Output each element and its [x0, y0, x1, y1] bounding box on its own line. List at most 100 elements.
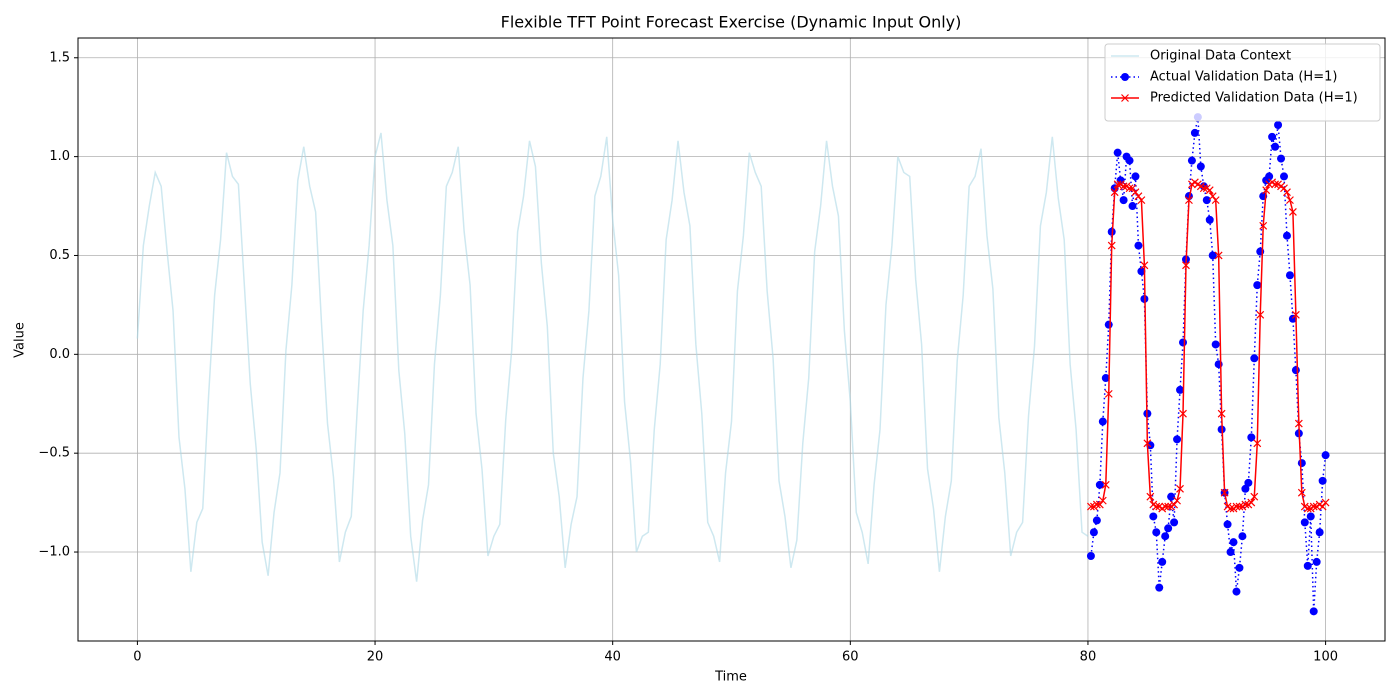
- y-axis-label: Value: [13, 322, 28, 358]
- data-point: [1217, 409, 1226, 418]
- data-point: [1205, 186, 1214, 195]
- data-point: [1190, 128, 1199, 137]
- data-point: [1262, 186, 1271, 195]
- data-point: [1235, 563, 1244, 572]
- data-point: [1149, 512, 1158, 521]
- data-point: [1318, 502, 1327, 511]
- data-point: [1226, 548, 1235, 557]
- data-point: [1125, 156, 1134, 165]
- data-point: [1303, 504, 1312, 513]
- data-point: [1173, 435, 1182, 444]
- data-point: [1187, 156, 1196, 165]
- data-point: [1241, 484, 1250, 493]
- legend-label: Actual Validation Data (H=1): [1150, 70, 1337, 85]
- data-point: [1253, 281, 1262, 290]
- legend-box: [1104, 43, 1381, 122]
- data-point: [1271, 142, 1280, 151]
- data-point: [1185, 196, 1193, 205]
- data-point: [1238, 532, 1247, 541]
- data-point: [1125, 184, 1134, 193]
- y-tick-label: 1.5: [49, 50, 70, 65]
- data-point: [1173, 496, 1181, 505]
- x-tick-label: 100: [1313, 650, 1338, 665]
- data-point: [1152, 502, 1161, 511]
- data-point: [1098, 417, 1107, 426]
- data-point: [1259, 221, 1268, 230]
- data-point: [1297, 459, 1306, 468]
- data-point: [1250, 492, 1259, 501]
- series-line: [1090, 181, 1327, 510]
- data-point: [1211, 196, 1220, 205]
- data-point: [1119, 196, 1128, 205]
- data-point: [1321, 451, 1330, 460]
- data-point: [1271, 180, 1280, 189]
- data-point: [1202, 196, 1211, 205]
- data-point: [1182, 261, 1190, 270]
- data-point: [1280, 172, 1289, 181]
- data-point: [1226, 504, 1235, 513]
- data-point: [1256, 310, 1265, 319]
- data-point: [1164, 502, 1173, 511]
- x-tick-label: 80: [1080, 650, 1097, 665]
- series-line: [136, 132, 1089, 582]
- data-point: [1223, 520, 1232, 529]
- data-point: [1104, 320, 1113, 329]
- data-point: [1250, 354, 1259, 363]
- data-point: [1158, 557, 1167, 566]
- data-point: [1113, 180, 1122, 189]
- data-point: [1208, 251, 1217, 260]
- data-point: [1119, 182, 1128, 191]
- data-point: [1318, 476, 1327, 485]
- data-point: [1265, 172, 1274, 181]
- data-point: [1282, 231, 1291, 240]
- data-point: [1232, 502, 1241, 511]
- data-point: [1095, 500, 1104, 509]
- data-point: [1098, 496, 1107, 505]
- x-tick-label: 40: [604, 650, 621, 665]
- data-point: [1095, 480, 1104, 489]
- data-point: [1268, 132, 1277, 141]
- data-point: [1137, 267, 1146, 276]
- data-point: [1309, 607, 1318, 616]
- data-point: [1312, 557, 1321, 566]
- data-point: [1280, 184, 1288, 193]
- data-point: [1131, 172, 1140, 181]
- data-point: [1277, 154, 1286, 163]
- data-point: [1300, 518, 1309, 527]
- x-tick-label: 0: [133, 650, 141, 665]
- data-point: [1309, 502, 1318, 511]
- data-point: [1288, 314, 1297, 323]
- legend-label: Original Data Context: [1150, 49, 1291, 64]
- data-point: [1247, 498, 1256, 507]
- data-point: [1283, 188, 1291, 197]
- y-tick-label: 0.0: [49, 347, 70, 362]
- data-point: [1101, 374, 1110, 383]
- data-point: [1303, 561, 1312, 570]
- data-point: [1128, 184, 1137, 193]
- data-point: [1170, 518, 1179, 527]
- x-tick-label: 20: [367, 650, 384, 665]
- data-point: [1131, 188, 1140, 197]
- chart-title: Flexible TFT Point Forecast Exercise (Dy…: [501, 13, 962, 32]
- legend-marker: [1121, 94, 1129, 102]
- data-point: [1128, 202, 1137, 211]
- data-point: [1176, 385, 1185, 394]
- x-tick-label: 60: [842, 650, 859, 665]
- data-point: [1285, 271, 1294, 280]
- data-point: [1113, 148, 1122, 157]
- data-point: [1288, 208, 1297, 216]
- data-point: [1161, 502, 1170, 511]
- y-tick-label: 0.5: [49, 248, 70, 263]
- data-point: [1167, 492, 1176, 501]
- y-tick-label: −1.0: [38, 545, 70, 560]
- plot-frame: [77, 37, 1386, 642]
- data-point: [1179, 338, 1188, 347]
- data-point: [1170, 500, 1179, 509]
- data-point: [1107, 227, 1116, 236]
- x-axis-label: Time: [714, 670, 747, 685]
- data-point: [1087, 502, 1095, 511]
- data-point: [1092, 500, 1101, 509]
- data-point: [1232, 587, 1241, 596]
- y-tick-label: 1.0: [49, 149, 70, 164]
